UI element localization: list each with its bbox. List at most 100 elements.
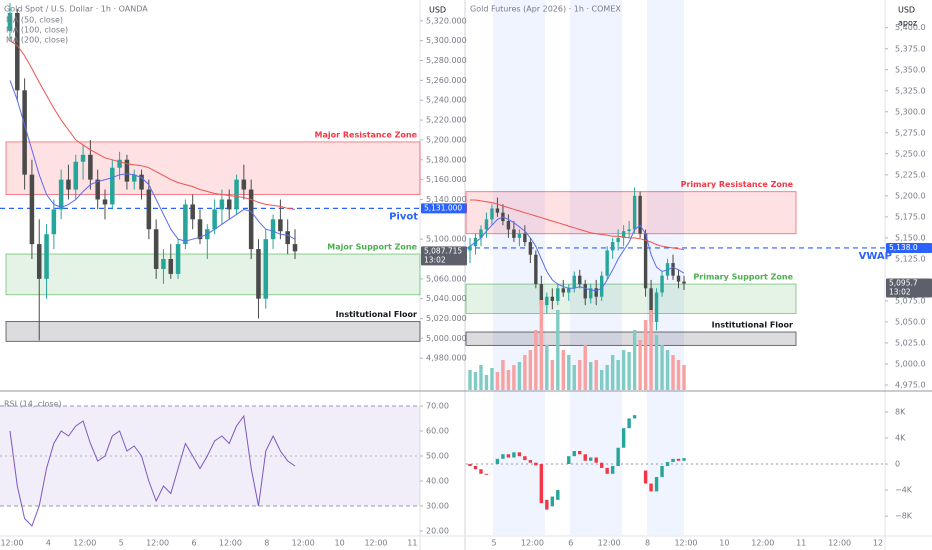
zone-label: Primary Resistance Zone — [681, 180, 794, 189]
indicator-label: MA (50, close) — [6, 16, 63, 25]
y-tick-label: 5,175.0 — [895, 212, 926, 221]
candle-body — [643, 233, 648, 289]
y-tick-label: 5,060.000 — [426, 274, 467, 283]
candle-body — [29, 174, 35, 245]
x-tick-label: 12:00 — [751, 539, 774, 548]
y-tick-label: 5,020.000 — [426, 314, 467, 323]
candle-body — [479, 229, 483, 238]
y-tick-label: 5,075.0 — [895, 296, 926, 305]
y-tick-label: 5,050.0 — [895, 317, 926, 326]
candle-body — [545, 499, 549, 510]
candle-body — [517, 452, 522, 457]
candle-body — [44, 234, 49, 279]
indicator-line — [469, 216, 685, 292]
candle-body — [583, 284, 587, 299]
y-tick-label: 5,375.0 — [895, 44, 926, 53]
candle-body — [278, 219, 283, 232]
candle-body — [161, 259, 166, 269]
price-tag — [886, 242, 932, 253]
price-tag-time: 13:02 — [424, 255, 446, 264]
candle-body — [594, 288, 598, 297]
candle-body — [490, 208, 494, 220]
volume-bar — [479, 365, 483, 390]
y-tick-label: 5,000.000 — [426, 334, 467, 343]
price-tag-label: 5,138.0 — [889, 243, 918, 252]
candle-body — [523, 233, 527, 243]
chart-title: RSI (14, close) — [4, 400, 62, 409]
indicator-label: MA (100, close) — [6, 26, 68, 35]
x-tick-label: 4 — [46, 539, 51, 548]
candle-body — [649, 288, 653, 322]
candle-body — [512, 452, 516, 458]
x-tick-label: 12 — [873, 539, 883, 548]
candle-body — [599, 462, 604, 468]
candle-body — [610, 465, 615, 474]
candle-body — [660, 275, 664, 293]
x-tick-label: 5 — [491, 539, 496, 548]
candle-body — [58, 179, 64, 210]
volume-bar — [676, 360, 681, 390]
indicator-line — [470, 199, 685, 251]
axis-unit: USD — [898, 6, 915, 15]
y-tick-label: 4K — [895, 433, 906, 442]
candle-body — [556, 288, 560, 301]
volume-bar — [523, 355, 527, 390]
volume-bar — [594, 360, 598, 390]
candle-body — [117, 159, 122, 168]
volume-bar — [654, 335, 659, 390]
y-tick-label: 4,980.000 — [426, 354, 467, 363]
y-tick-label: 5,140.000 — [426, 195, 467, 204]
candle-body — [285, 231, 290, 245]
volume-bar — [638, 340, 642, 390]
y-tick-label: 5,100.000 — [426, 235, 467, 244]
candle-body — [468, 464, 472, 466]
price-tag — [886, 278, 932, 298]
y-tick-label: 5,180.000 — [426, 155, 467, 164]
y-tick-label: 5,160.000 — [426, 175, 467, 184]
volume-bar — [605, 365, 609, 390]
candle-body — [501, 454, 505, 459]
candle-body — [512, 229, 516, 238]
candle-body — [241, 179, 247, 190]
x-tick-label: 6 — [191, 539, 196, 548]
candle-body — [621, 231, 626, 238]
indicator-line — [9, 80, 296, 242]
candle-body — [583, 454, 587, 461]
y-tick-label: 5,325.0 — [895, 86, 926, 95]
candle-body — [183, 204, 188, 245]
candle-body — [95, 179, 100, 200]
x-tick-label: 11 — [407, 539, 417, 548]
x-tick-label: 12:00 — [146, 539, 169, 548]
volume-bar — [534, 330, 538, 390]
volume-bar — [649, 310, 653, 390]
candle-body — [51, 209, 57, 235]
volume-bar — [643, 320, 648, 390]
candle-body — [523, 456, 527, 461]
candle-body — [665, 462, 670, 466]
x-tick-label: 12:00 — [828, 539, 851, 548]
candle-body — [621, 428, 626, 448]
candle-body — [567, 456, 571, 465]
candle-body — [468, 246, 472, 251]
y-tick-label: 5,000.0 — [895, 359, 926, 368]
candle-body — [110, 167, 115, 205]
candle-body — [578, 451, 582, 455]
volume-bar — [578, 360, 582, 390]
volume-bar — [528, 350, 533, 390]
volume-bar — [621, 350, 626, 390]
candle-body — [139, 174, 144, 190]
y-tick-label: 5,025.0 — [895, 338, 926, 347]
candle-body — [605, 250, 609, 276]
volume-bar — [556, 310, 560, 390]
volume-bar — [506, 370, 511, 390]
price-tag — [421, 203, 467, 214]
volume-bar — [589, 362, 593, 390]
candle-body — [479, 469, 483, 474]
candle-body — [473, 465, 478, 470]
candle-body — [175, 244, 181, 274]
volume-bar — [490, 368, 494, 390]
candle-body — [660, 465, 664, 478]
x-tick-label: 12:00 — [521, 539, 544, 548]
